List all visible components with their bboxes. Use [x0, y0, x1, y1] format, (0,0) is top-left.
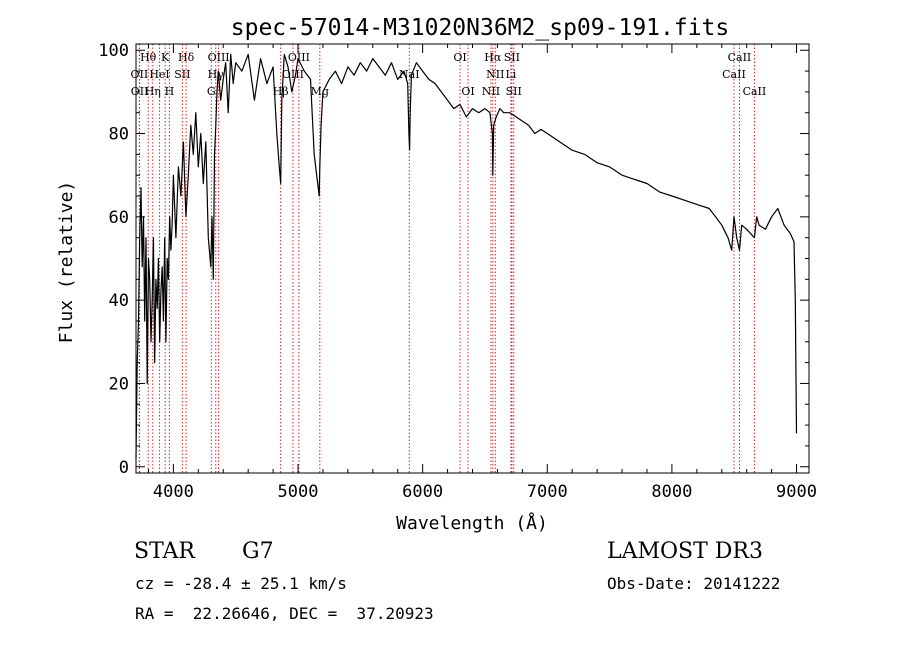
line-label-11: G [207, 85, 216, 98]
line-label-21: NII [486, 68, 504, 81]
y-tick-label-4: 80 [109, 125, 129, 145]
chart-title: spec-57014-M31020N36M2_sp09-191.fits [231, 15, 730, 41]
x-tick-label-0: 4000 [153, 482, 194, 502]
line-label-15: Mg [311, 85, 329, 98]
object-subclass: G7 [242, 539, 274, 564]
observation-date: Obs-Date: 20141222 [607, 574, 781, 593]
line-label-24: SII [506, 85, 522, 98]
line-label-27: CaII [743, 85, 767, 98]
spectral-line-markers [138, 44, 755, 473]
y-tick-label-2: 40 [109, 291, 129, 311]
line-label-7: Hη [145, 85, 161, 98]
line-label-25: CaII [728, 51, 752, 64]
line-label-20: SII [504, 51, 520, 64]
survey-name: LAMOST DR3 [607, 539, 763, 564]
line-label-14: Hβ [273, 85, 289, 98]
y-tick-label-0: 0 [119, 458, 129, 478]
line-label-18: OI [461, 85, 474, 98]
spectrum-series [135, 53, 798, 459]
line-label-10: Hγ [208, 68, 225, 81]
x-axis-label: Wavelength (Å) [396, 512, 548, 534]
line-label-22: Li [505, 68, 516, 81]
line-label-1: K [161, 51, 170, 64]
line-label-3: OII [131, 68, 149, 81]
y-axis-label: Flux (relative) [56, 181, 77, 344]
line-label-26: CaII [722, 68, 746, 81]
line-label-0: Hθ [140, 51, 157, 64]
line-label-23: NII [482, 85, 500, 98]
y-tick-label-5: 100 [98, 41, 129, 61]
line-label-5: SII [174, 68, 190, 81]
x-axis: 4000 5000 6000 7000 8000 9000 [147, 44, 817, 502]
line-label-19: Hα [484, 51, 502, 64]
x-tick-label-1: 5000 [278, 482, 319, 502]
ra-dec: RA = 22.26646, DEC = 37.20923 [135, 604, 434, 623]
x-tick-label-4: 8000 [651, 482, 692, 502]
line-label-17: OI [453, 51, 466, 64]
y-axis: 0 20 40 60 80 100 [98, 41, 809, 478]
line-label-2: Hδ [178, 51, 195, 64]
x-tick-label-5: 9000 [776, 482, 817, 502]
redshift-cz: cz = -28.4 ± 25.1 km/s [135, 574, 347, 593]
series-flux [135, 53, 798, 459]
y-tick-label-3: 60 [109, 208, 129, 228]
x-tick-label-2: 6000 [402, 482, 443, 502]
x-tick-label-3: 7000 [527, 482, 568, 502]
line-label-12: OIII [288, 51, 310, 64]
line-label-4: HeI [149, 68, 169, 81]
line-label-13: OIII [282, 68, 304, 81]
y-tick-label-1: 20 [109, 374, 129, 394]
object-class: STAR [134, 539, 195, 564]
line-label-9: OIII [208, 51, 230, 64]
line-label-8: H [165, 85, 175, 98]
